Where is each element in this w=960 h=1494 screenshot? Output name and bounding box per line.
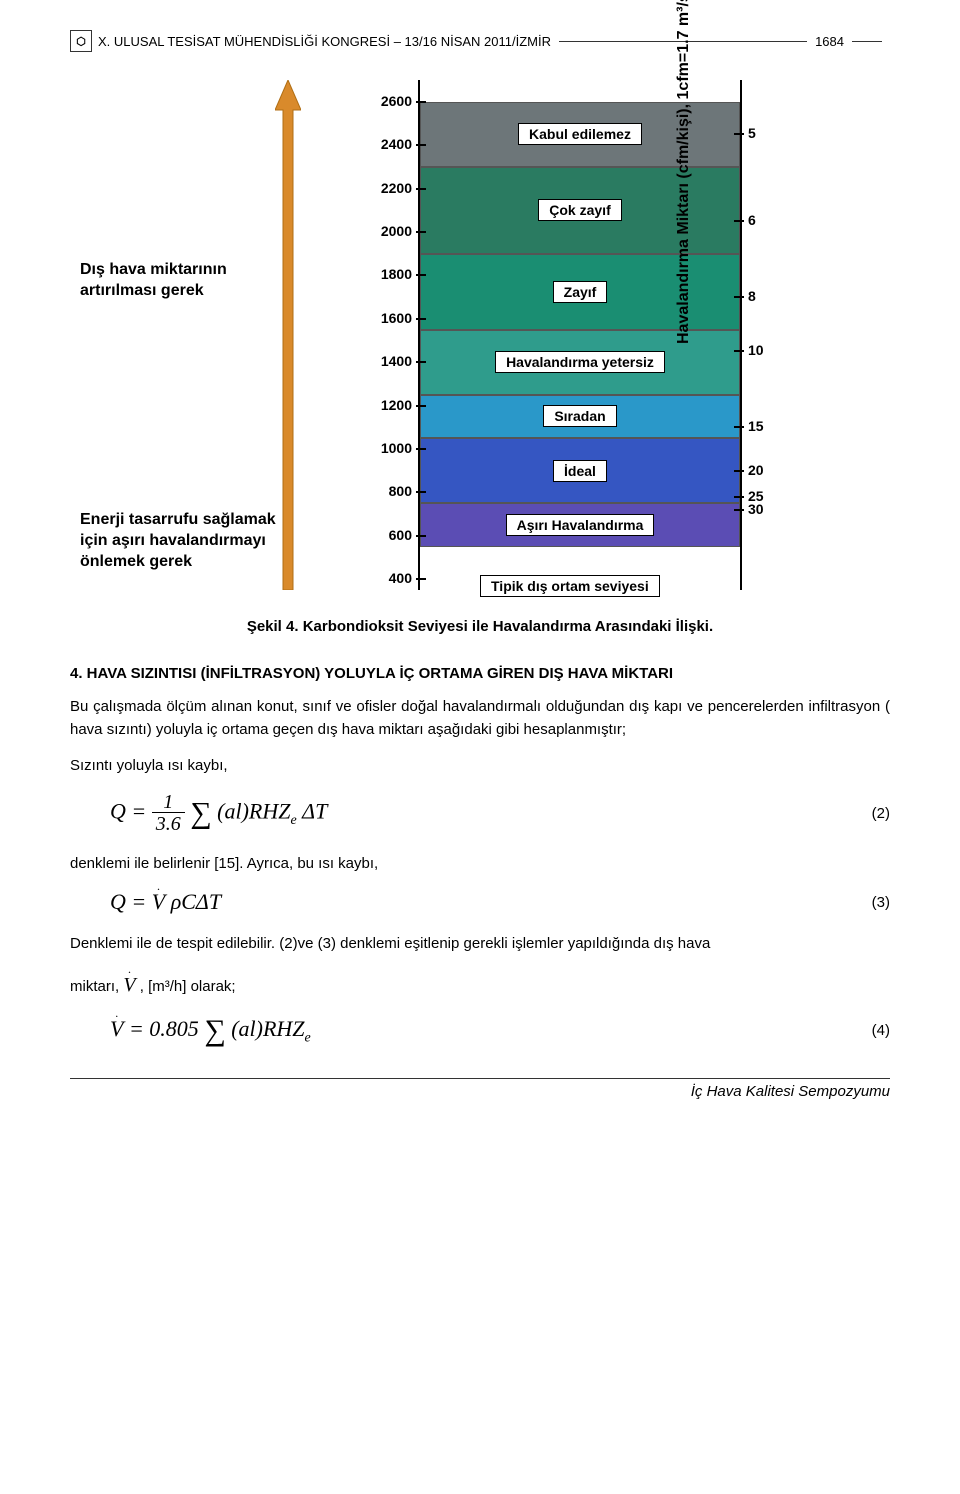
tick-left: 2400: [362, 136, 412, 152]
paragraph-2: denklemi ile belirlenir [15]. Ayrıca, bu…: [70, 853, 890, 876]
figure-left-annotations: Dış hava miktarının artırılması gerek En…: [80, 80, 300, 590]
tick-left: 1800: [362, 266, 412, 282]
para3b-suffix: , [m³/h] olarak;: [140, 978, 236, 995]
band-label: Zayıf: [553, 281, 608, 303]
equation-2-number: (2): [850, 805, 890, 822]
figure-caption: Şekil 4. Karbondioksit Seviyesi ile Hava…: [80, 618, 880, 635]
annotation-avoid-over-vent: Enerji tasarrufu sağlamak için aşırı hav…: [80, 510, 280, 572]
para3b-prefix: miktarı,: [70, 978, 123, 995]
band-label: İdeal: [553, 460, 607, 482]
equation-2: Q = 13.6 ∑ (al)RHZe ΔT (2): [110, 792, 890, 835]
conference-title: X. ULUSAL TESİSAT MÜHENDİSLİĞİ KONGRESİ …: [98, 34, 551, 49]
band-label: Sıradan: [543, 405, 616, 427]
tick-left: 1600: [362, 310, 412, 326]
tick-right: 10: [748, 342, 788, 358]
band-label-baseline: Tipik dış ortam seviyesi: [480, 575, 660, 597]
equation-4-number: (4): [850, 1022, 890, 1039]
chart-band: Sıradan: [420, 395, 740, 438]
tick-right: 8: [748, 288, 788, 304]
page-header: ⬡ X. ULUSAL TESİSAT MÜHENDİSLİĞİ KONGRES…: [70, 30, 890, 52]
logo-icon: ⬡: [70, 30, 92, 52]
page-number: 1684: [815, 34, 844, 49]
tick-left: 2000: [362, 223, 412, 239]
y-axis-right: [740, 80, 742, 590]
section-heading: 4. HAVA SIZINTISI (İNFİLTRASYON) YOLUYLA…: [70, 665, 890, 682]
band-label: Aşırı Havalandırma: [506, 514, 655, 536]
paragraph-1: Bu çalışmada ölçüm alınan konut, sınıf v…: [70, 696, 890, 741]
band-label: Kabul edilemez: [518, 123, 642, 145]
tick-right: 30: [748, 501, 788, 517]
tick-right: 20: [748, 462, 788, 478]
equation-4: .V = 0.805 ∑ (al)RHZe (4): [110, 1014, 890, 1048]
tick-left: 600: [362, 527, 412, 543]
tick-left: 1000: [362, 440, 412, 456]
tick-left: 2200: [362, 180, 412, 196]
tick-left: 800: [362, 483, 412, 499]
tick-right: 15: [748, 418, 788, 434]
band-label: Havalandırma yetersiz: [495, 351, 665, 373]
tick-left: 2600: [362, 93, 412, 109]
line-sizinti: Sızıntı yoluyla ısı kaybı,: [70, 755, 890, 778]
figure-co2-ventilation: Dış hava miktarının artırılması gerek En…: [80, 80, 880, 635]
tick-right: 5: [748, 125, 788, 141]
annotation-increase-air: Dış hava miktarının artırılması gerek: [80, 260, 250, 302]
tick-left: 400: [362, 570, 412, 586]
paragraph-3a: Denklemi ile de tespit edilebilir. (2)ve…: [70, 933, 890, 956]
paragraph-3b: miktarı, .V , [m³/h] olarak;: [70, 970, 890, 1000]
header-rule-right: [852, 41, 882, 42]
chart-body: İç ortam CO₂ miktarı (ppm) Kabul edileme…: [360, 80, 790, 590]
band-label: Çok zayıf: [538, 199, 621, 221]
equation-3: Q = .V ρCΔT (3): [110, 889, 890, 915]
chart-band: Aşırı Havalandırma: [420, 503, 740, 546]
arrow-up-icon: [275, 80, 301, 590]
y-axis-right-label: Havalandırma Miktarı (cfm/kişi), 1cfm=1.…: [675, 0, 693, 344]
footer-text: İç Hava Kalitesi Sempozyumu: [70, 1078, 890, 1100]
tick-left: 1200: [362, 397, 412, 413]
equation-3-number: (3): [850, 894, 890, 911]
tick-right: 6: [748, 212, 788, 228]
chart-band: İdeal: [420, 438, 740, 503]
tick-left: 1400: [362, 353, 412, 369]
